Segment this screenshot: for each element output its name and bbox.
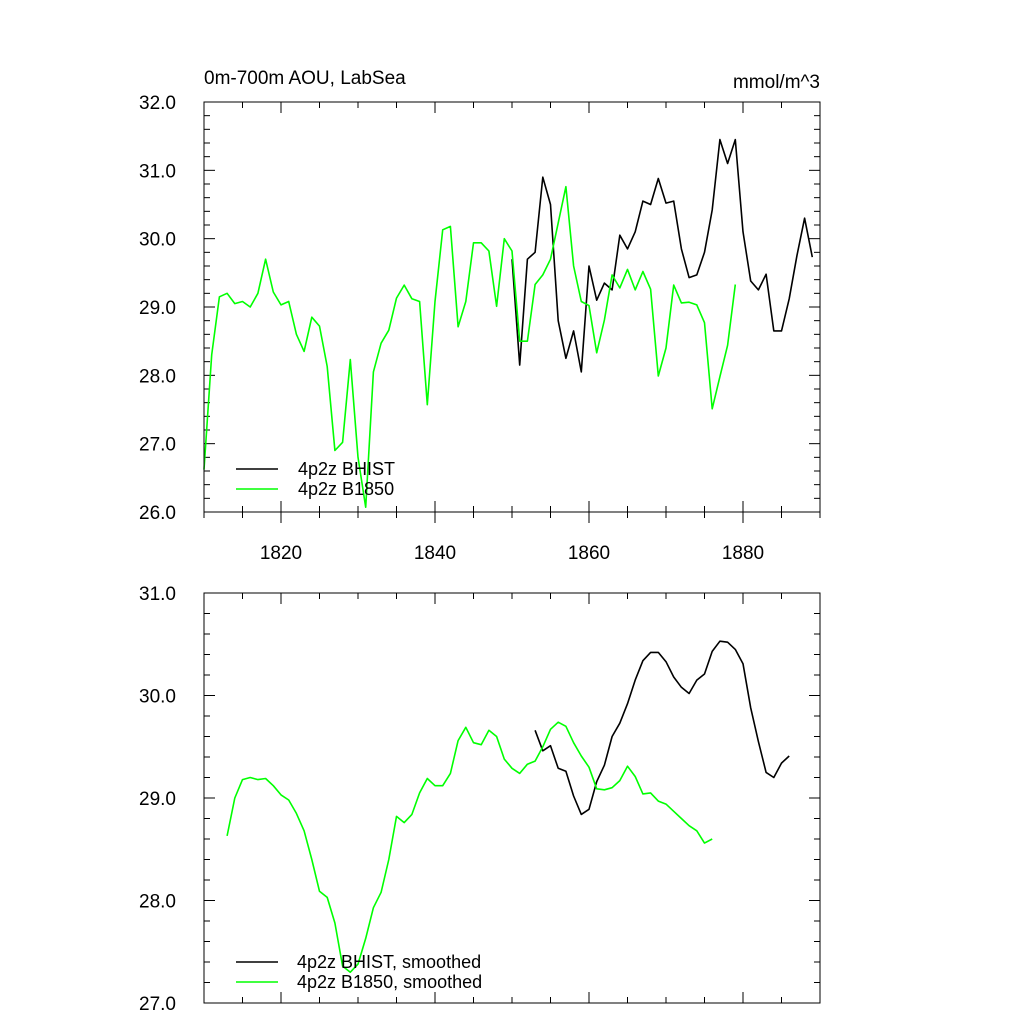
legend-label: 4p2z B1850, smoothed <box>297 972 482 992</box>
bottom-chart-panel: 27.0 28.0 29.0 30.0 31.0 4p2z BHIST, smoothe… <box>139 584 821 1015</box>
y-tick-label: 30.0 <box>139 687 176 708</box>
top-chart-panel: 0m-700m AOU, LabSea mmol/m^3 26.0 27.0 28.… <box>139 68 821 564</box>
y-tick-label: 30.0 <box>139 230 176 251</box>
x-tick-label: 1860 <box>568 543 610 564</box>
y-tick-label: 32.0 <box>139 93 176 114</box>
y-tick-label: 27.0 <box>139 994 176 1015</box>
series-line-bhist <box>511 138 814 373</box>
series-line-b1850 <box>226 721 713 974</box>
y-tick-label: 26.0 <box>139 503 176 524</box>
y-tick-label: 28.0 <box>139 366 176 387</box>
y-tick-label: 29.0 <box>139 789 176 810</box>
legend-label: 4p2z B1850 <box>298 479 394 499</box>
plot-frame <box>203 101 821 513</box>
y-tick-label: 28.0 <box>139 892 176 913</box>
y-tick-label: 29.0 <box>139 298 176 319</box>
chart-title: 0m-700m AOU, LabSea <box>204 68 406 89</box>
y-tick-label: 31.0 <box>139 584 176 605</box>
units-label: mmol/m^3 <box>733 72 820 93</box>
series-line-b1850 <box>203 185 737 509</box>
x-tick-label: 1820 <box>260 543 302 564</box>
series-line-bhist <box>534 640 790 816</box>
x-tick-label: 1880 <box>722 543 764 564</box>
y-tick-label: 27.0 <box>139 435 176 456</box>
x-tick-label: 1840 <box>414 543 456 564</box>
plot-frame <box>203 592 821 1004</box>
legend-label: 4p2z BHIST <box>298 459 395 479</box>
y-tick-label: 31.0 <box>139 161 176 182</box>
legend-label: 4p2z BHIST, smoothed <box>297 952 481 972</box>
